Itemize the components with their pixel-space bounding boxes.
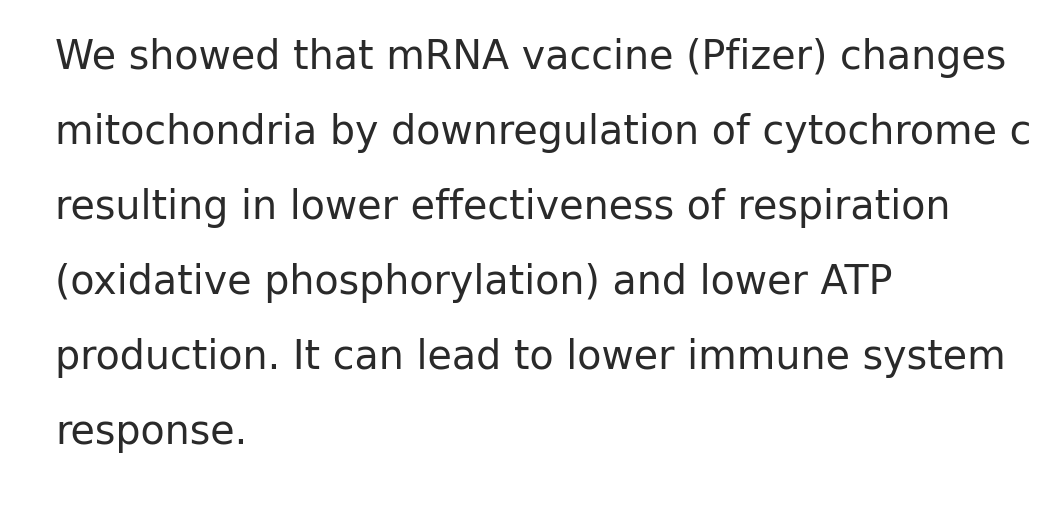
- Text: response.: response.: [55, 413, 247, 453]
- Text: We showed that mRNA vaccine (Pfizer) changes: We showed that mRNA vaccine (Pfizer) cha…: [55, 38, 1006, 78]
- Text: production. It can lead to lower immune system: production. It can lead to lower immune …: [55, 338, 1005, 378]
- Text: mitochondria by downregulation of cytochrome c: mitochondria by downregulation of cytoch…: [55, 113, 1031, 153]
- Text: (oxidative phosphorylation) and lower ATP: (oxidative phosphorylation) and lower AT…: [55, 263, 893, 303]
- Text: resulting in lower effectiveness of respiration: resulting in lower effectiveness of resp…: [55, 188, 950, 228]
